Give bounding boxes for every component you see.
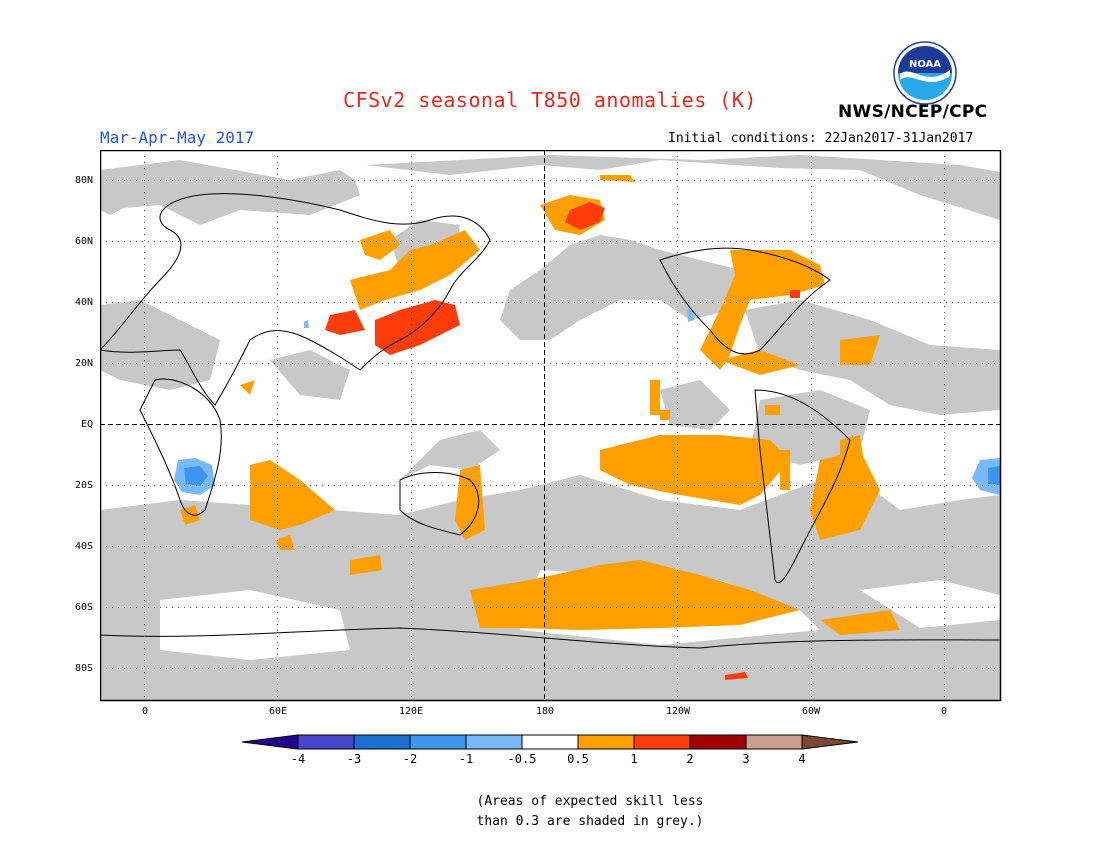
skill-note: (Areas of expected skill less than 0.3 a… <box>430 792 750 832</box>
lon-label: 120E <box>398 706 424 717</box>
colorbar-cell <box>521 734 579 750</box>
positive-anomaly-red <box>325 202 800 680</box>
lat-label: 20N <box>74 358 93 369</box>
skill-note-line-2: than 0.3 are shaded in grey.) <box>476 814 704 829</box>
organization-label: NWS/NCEP/CPC <box>838 102 988 122</box>
colorbar-label: 1 <box>630 752 638 766</box>
positive-anomaly-orange <box>180 175 900 635</box>
reference-lines <box>100 150 1000 700</box>
season-label: Mar-Apr-May 2017 <box>100 128 255 147</box>
colorbar-label: -2 <box>402 752 418 766</box>
logo-text: NOAA <box>909 59 941 70</box>
colorbar-cell <box>745 734 803 750</box>
lon-label: 0 <box>940 706 948 717</box>
coastlines <box>100 193 1001 649</box>
lat-label: 80S <box>74 663 93 674</box>
colorbar-cell <box>409 734 467 750</box>
lat-label: 40S <box>74 541 93 552</box>
lon-label: 60E <box>268 706 288 717</box>
lat-label: 60S <box>74 602 93 613</box>
lat-label: 60N <box>74 236 93 247</box>
lon-label: 0 <box>141 706 149 717</box>
colorbar-cell <box>297 734 355 750</box>
skill-note-line-1: (Areas of expected skill less <box>476 794 704 809</box>
grid-lines <box>100 150 1000 700</box>
map-frame <box>100 150 1002 702</box>
map-title: CFSv2 seasonal T850 anomalies (K) <box>343 88 757 112</box>
colorbar-cell <box>689 734 747 750</box>
lon-label: 120W <box>665 706 691 717</box>
colorbar-label: -0.5 <box>507 752 537 766</box>
lat-label: 20S <box>74 480 93 491</box>
colorbar-label: 4 <box>798 752 806 766</box>
anomaly-map <box>100 150 1002 702</box>
colorbar-cell <box>577 734 635 750</box>
colorbar-low-cap <box>241 734 299 750</box>
colorbar-label: -3 <box>346 752 362 766</box>
colorbar-high-cap <box>801 734 859 750</box>
lat-label: 80N <box>74 175 93 186</box>
lon-label: 180 <box>535 706 555 717</box>
noaa-logo: NOAA <box>893 41 957 105</box>
colorbar-label: 0.5 <box>567 752 589 766</box>
colorbar-cell <box>353 734 411 750</box>
colorbar-label: 2 <box>686 752 694 766</box>
colorbar-cell <box>633 734 691 750</box>
colorbar <box>241 734 859 750</box>
initial-conditions-label: Initial conditions: 22Jan2017-31Jan2017 <box>668 131 974 146</box>
colorbar-label: -1 <box>458 752 474 766</box>
lat-label: EQ <box>80 419 93 430</box>
colorbar-label: 3 <box>742 752 750 766</box>
colorbar-label: -4 <box>290 752 306 766</box>
lat-label: 40N <box>74 297 93 308</box>
lon-label: 60W <box>801 706 821 717</box>
colorbar-cell <box>465 734 523 750</box>
